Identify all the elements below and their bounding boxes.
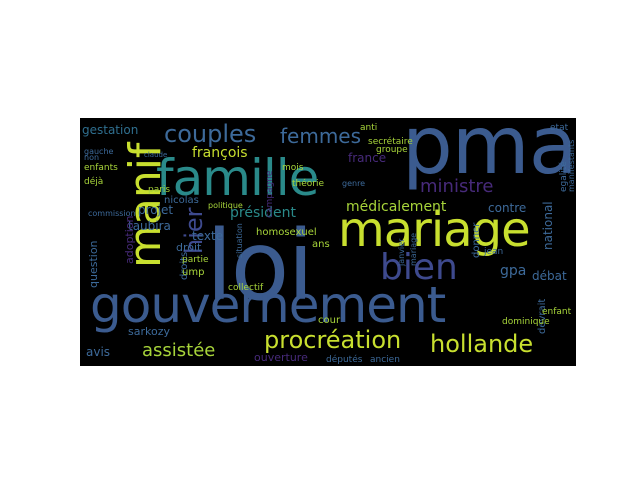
word: pma bbox=[402, 118, 576, 192]
word: président bbox=[230, 205, 296, 221]
word: secrétaire bbox=[368, 137, 413, 147]
word: anti bbox=[360, 123, 378, 133]
word: partie bbox=[182, 255, 209, 265]
word: mariage bbox=[338, 202, 531, 258]
word: procréation bbox=[264, 326, 402, 354]
word: enfant bbox=[542, 307, 572, 317]
word: gauche bbox=[84, 147, 114, 156]
word: mois bbox=[282, 163, 304, 173]
word: donner bbox=[471, 222, 482, 258]
word: ancien bbox=[370, 355, 400, 365]
word: contre bbox=[488, 201, 527, 215]
word-cloud: loi gouvernement famille pma mariage man… bbox=[80, 118, 576, 366]
word: commission bbox=[88, 209, 136, 218]
word: mariage bbox=[409, 232, 418, 266]
word: déjà bbox=[84, 177, 104, 187]
word: gouvernement bbox=[90, 276, 446, 334]
word: dominique bbox=[502, 317, 550, 327]
word: manifestants bbox=[567, 139, 576, 192]
word: théorie bbox=[292, 179, 325, 189]
word: question bbox=[87, 240, 100, 288]
word: bien bbox=[380, 247, 458, 288]
word: françois bbox=[192, 145, 248, 161]
word: collectif bbox=[228, 283, 264, 293]
word: homosexuel bbox=[256, 227, 317, 238]
word: campagne bbox=[265, 170, 275, 218]
word: gestation bbox=[82, 123, 139, 137]
word: débat bbox=[532, 269, 567, 283]
word: droit bbox=[176, 241, 202, 254]
word: femmes bbox=[280, 124, 362, 148]
word: genre bbox=[342, 179, 366, 188]
word: ump bbox=[182, 267, 205, 278]
word: gpa bbox=[500, 263, 527, 279]
word: adoption bbox=[123, 215, 136, 264]
word: france bbox=[348, 151, 387, 165]
word: nicolas bbox=[164, 195, 199, 206]
word: groupe bbox=[376, 145, 408, 155]
word: enfants bbox=[84, 163, 118, 173]
word: texte bbox=[192, 229, 224, 243]
word: ouverture bbox=[254, 351, 308, 364]
word: etat bbox=[550, 123, 569, 133]
word: loi bbox=[206, 210, 314, 322]
word: taubira bbox=[128, 219, 171, 233]
word: cour bbox=[318, 315, 341, 326]
word: janvier bbox=[397, 238, 406, 266]
word: famille bbox=[156, 149, 319, 207]
word: projet bbox=[138, 203, 174, 217]
word: paris bbox=[148, 185, 171, 195]
word: situation bbox=[235, 223, 244, 258]
word: couples bbox=[164, 120, 257, 148]
word: sarkozy bbox=[128, 325, 170, 338]
word: jean bbox=[484, 247, 504, 257]
word: assistée bbox=[142, 340, 216, 361]
word: ministre bbox=[420, 176, 494, 197]
word: politique bbox=[208, 201, 243, 210]
word: ans bbox=[312, 239, 330, 250]
word: hollande bbox=[430, 330, 534, 358]
word: claude bbox=[144, 151, 168, 159]
word: non bbox=[84, 153, 100, 162]
word: députés bbox=[326, 355, 363, 365]
word: avis bbox=[86, 345, 111, 359]
word: national bbox=[541, 201, 555, 250]
word: médicalement bbox=[346, 199, 447, 215]
